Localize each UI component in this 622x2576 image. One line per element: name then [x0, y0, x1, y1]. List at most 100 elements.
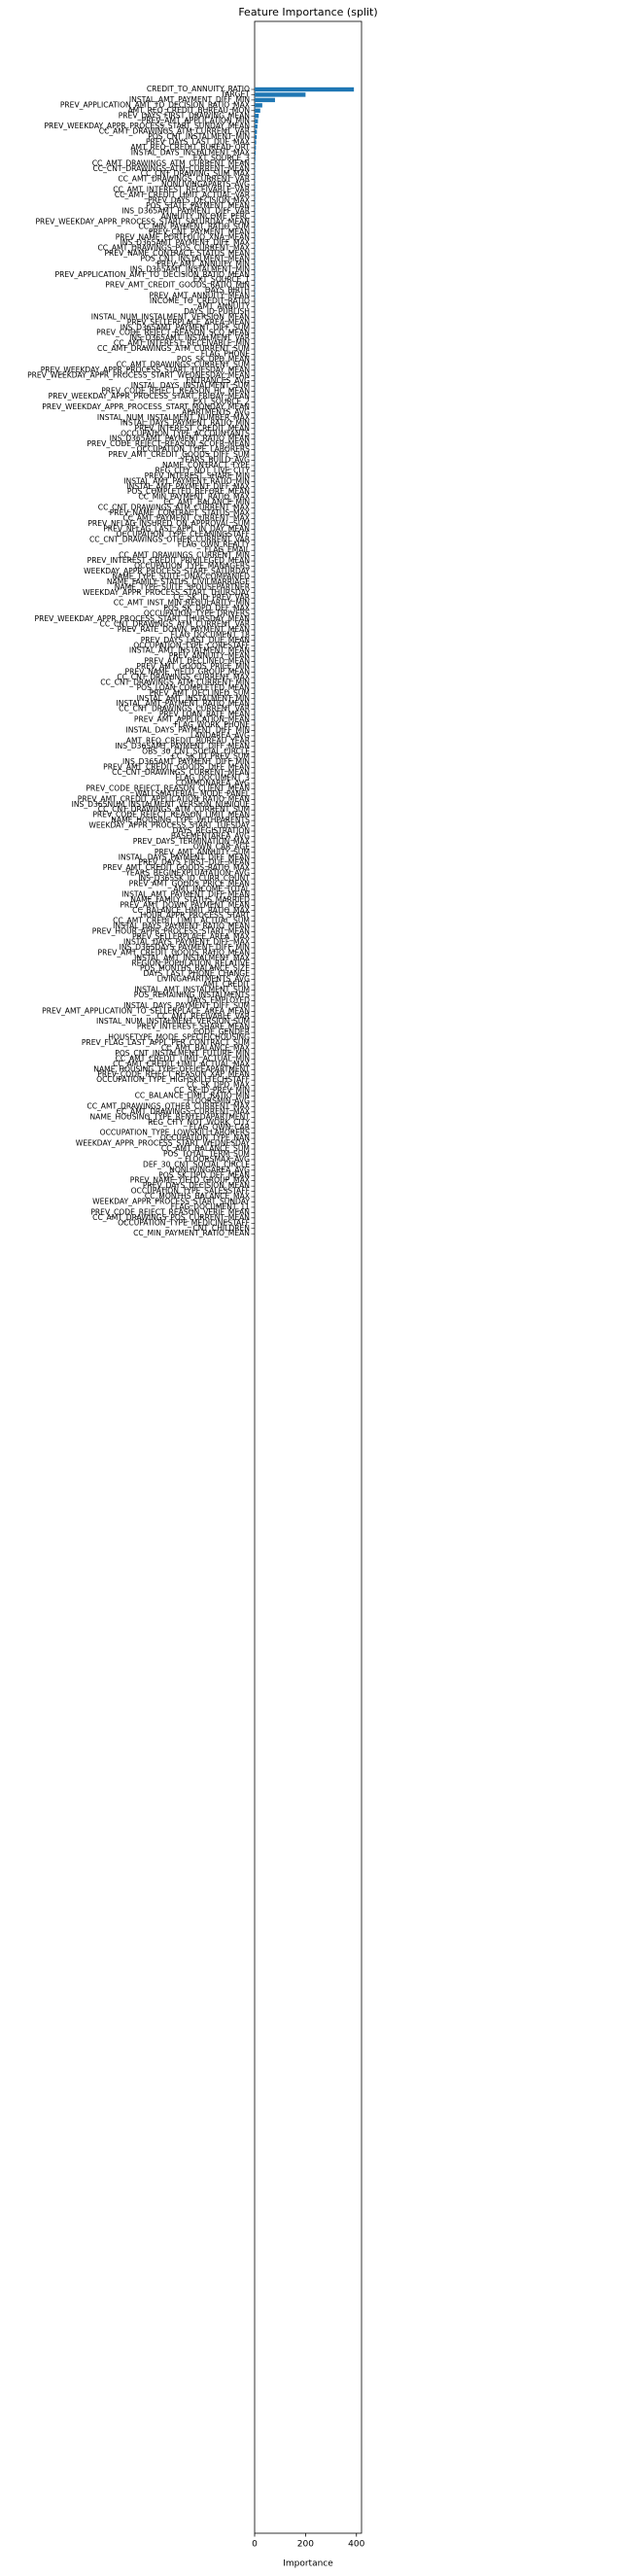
y-tick-label: CC_AMT_DRAWINGS_ATM_CURRENT_VAR — [99, 127, 251, 136]
y-tick-label: PREV_INTEREST_CREDIT_MEAN — [135, 424, 250, 433]
y-tick-label: OBS_30_CNT_SOCIAL_CIRCLE — [142, 747, 250, 755]
y-tick-label: NAME_HOUSING_TYPE_OFFICEAPARTMENT — [93, 1064, 250, 1073]
y-tick-label: PREV_WEEKDAY_APPR_PROCESS_START_TUESDAY_… — [41, 366, 250, 374]
y-tick-label: INSTAL_AMT_PAYMENT_DIFF_MIN — [129, 95, 250, 104]
y-tick-label: PREV_CODE_REJECT_REASON_LIMIT_MEAN — [92, 811, 250, 819]
y-tick-label: PREV_INTEREST_SHARE_MEAN — [137, 1023, 250, 1031]
y-tick-label: INSTAL_AMT_INSTALMENT_SUM — [134, 986, 250, 994]
y-tick-label: PREV_DAYS_DECISION_MAX — [148, 195, 250, 204]
y-tick-label: CNT_CHILDREN — [192, 1224, 250, 1233]
y-tick-label: PREV_CNT_PAYMENT_MEAN — [149, 227, 250, 236]
y-tick-label: CC_BALANCE_LIMIT_RATIO_MAX — [132, 906, 250, 915]
y-tick-label: FLAG_OWN_CAR — [190, 1123, 251, 1131]
y-tick-label: COMMONAREA_AVG — [176, 779, 250, 787]
y-tick-label: CC_AMT_DRAWINGS_ATM_CURRENT_SUM — [97, 344, 250, 353]
y-tick-label: FLAG_OWN_REALTY — [178, 540, 251, 549]
y-tick-label: BASEMENTAREA_AVG — [171, 831, 250, 840]
y-tick-label: CC_AMT_DRAWINGS_CURRENT_SUM — [117, 360, 250, 368]
y-tick-label: PREV_AMT_CREDIT_APPLICATION_RATIO_MEAN — [78, 794, 250, 803]
y-tick-label: POS_MONTHS_BALANCE_SIZE — [140, 964, 250, 973]
y-tick-label: INS_D365AMT_INSTALMENT_VAR — [129, 333, 251, 342]
y-tick-label: INSTAL_AMT_PAYMENT_DIFF_MEAN — [121, 889, 250, 898]
y-tick-label: POS_STATE_PAYMENT_MEAN — [146, 201, 250, 210]
y-tick-label: INS_D365AMT_PAYMENT_DIFF_MIN — [122, 757, 250, 766]
y-tick-label: PREV_WEEKDAY_APPR_PROCESS_START_SUNDAY_M… — [44, 122, 250, 130]
y-tick-label: PREV_INTEREST_SHARE_MIN — [145, 471, 250, 480]
y-tick-label: POS_TOTAL_TERM_SUM — [163, 1149, 250, 1158]
y-tick-label: PREV_CODE_REJECT_REASON_SCO_MEAN — [96, 329, 250, 337]
y-tick-label: INS_D365DAYS_PAYMENT_DIFF_MIN — [120, 943, 250, 952]
y-tick-label: WEEKDAY_APPR_PROCESS_START_THURSDAY — [83, 588, 250, 597]
y-tick-label: INSTAL_DAYS_PAYMENT_RATIO_MIN — [121, 418, 250, 427]
y-tick-label: FLAG_DOCUMENT_11 — [171, 1202, 250, 1211]
y-tick-label: PREV_DAYS_TERMINATION_MAX — [133, 837, 250, 846]
y-tick-label: EXT_SOURCE_1 — [193, 275, 250, 284]
y-tick-label: PREV_NAME_YIELD_GROUP_MAX — [130, 1176, 250, 1185]
y-tick-label: PREV_AMT_ANNUITY_MEAN — [150, 292, 250, 300]
bar — [255, 103, 262, 108]
bar — [255, 140, 257, 145]
y-tick-label: CC_CNT_DRAWINGS_OTHER_CURRENT_VAR — [89, 535, 251, 543]
y-tick-label: CC_CNT_DRAWINGS_ATM_CURRENT_SUM — [98, 805, 250, 814]
y-tick-label: INSTAL_AMT_INSTALMENT_MAX — [134, 954, 250, 962]
y-tick-label: PREV_AMT_CREDIT_GOODS_RATIO_MIN — [105, 281, 250, 290]
y-tick-label: OCCUPATION_TYPE_NAN — [160, 1133, 250, 1142]
y-tick-label: HOUSETYPE_MODE_SPECIFICHOUSING — [108, 1033, 250, 1042]
bar — [255, 220, 256, 225]
y-tick-label: INS_D365AMT_INSTALMENT_MIN — [130, 264, 250, 273]
y-tick-label: PREV_WEEKDAY_APPR_PROCESS_START_THURSDAY… — [35, 614, 251, 623]
bar — [255, 214, 256, 219]
y-tick-label: ANNUITY_INCOME_PERC — [161, 212, 250, 221]
y-tick-label: CC_CNT_DRAWINGS_ATM_CURRENT_MEAN — [93, 164, 251, 173]
y-tick-label: CC_AMT_DRAWINGS_CURRENT_MAX — [117, 1107, 250, 1116]
y-tick-label: PREV_SELLERPLACE_AREA_MAX — [132, 932, 250, 941]
y-tick-label: PREV_DAYS_FIRST_DUE_MEAN — [138, 858, 250, 867]
y-tick-label: FLAG_EMAIL — [204, 545, 250, 554]
y-tick-label: AMT_REQ_CREDIT_BUREAU_YEAR — [126, 736, 251, 745]
y-tick-label: PREV_AMT_GOODS_PRICE_MIN — [136, 662, 250, 671]
y-tick-label: INSTAL_DAYS_PAYMENT_DIFF_SUM — [123, 1001, 250, 1010]
y-tick-label: CC_AMT_PAYMENT_CURRENT_MAX — [122, 513, 250, 522]
y-tick-label: POS_SK_DPD_DEF_MEAN — [158, 1170, 250, 1179]
y-tick-label: PREV_NAME_CONTRACT_STATUS_MAX — [110, 508, 250, 517]
y-tick-label: DAYS_LAST_PHONE_CHANGE — [143, 969, 250, 978]
y-tick-label: INSTAL_DAYS_PAYMENT_DIFF_MIN — [126, 725, 250, 734]
y-tick-label: PREV_AMT_DOWN_PAYMENT_MEAN — [120, 900, 250, 909]
y-tick-label: PREV_AMT_ANNUITY_MIN — [156, 260, 250, 268]
y-tick-label: NAME_HOUSING_TYPE_RENTEDAPARTMENT — [89, 1112, 250, 1121]
y-tick-label: PREV_CODE_REJECT_REASON_SCOFR_MEAN — [86, 439, 250, 448]
y-tick-label: PREV_AMT_APPLICATION_TO_SELLERPLACE_AREA… — [42, 1006, 250, 1015]
y-tick-label: PREV_LOAN_RATE_MEAN — [159, 710, 250, 718]
y-tick-label: NAME_TYPE_SUITE_SPOUSEPARTNER — [115, 582, 251, 591]
y-tick-label: CC_AMT_DRAWINGS_POS_CURRENT_MAX — [97, 244, 250, 253]
y-tick-label: POS_SK_DPD_DEF_MAX — [163, 604, 250, 612]
y-tick-label: FLAG_PHONE — [201, 350, 250, 359]
y-tick-label: WEEKDAY_APPR_PROCESS_START_SATURDAY — [84, 567, 250, 575]
y-tick-label: POS_COMPLETED_BEFORE_MEAN — [127, 487, 250, 496]
y-tick-label: NAME_TYPE_SUITE_UNACCOMPANIED — [112, 572, 250, 580]
y-tick-label: INSTAL_AMT_INSTALMENT_MEAN — [129, 646, 250, 655]
y-tick-label: DAYS_BIRTH — [205, 286, 250, 295]
y-tick-label: CC_SK_ID_PREV_VAR — [173, 593, 250, 602]
y-tick-label: CC_AMT_DRAWINGS_ATM_CURRENT_MEAN — [92, 158, 250, 167]
y-tick-label: PREV_INTEREST_CREDIT_PRIVILEGED_MEAN — [87, 556, 250, 565]
bar — [255, 114, 259, 119]
y-tick-label: CC_CNT_DRAWINGS_ATM_CURRENT_MIN — [100, 678, 250, 686]
y-tick-label: PREV_AMT_CREDIT_GOODS_RATIO_MEAN — [98, 948, 250, 957]
y-tick-label: TARGET — [220, 89, 250, 98]
y-tick-label: INS_D365AMT_PAYMENT_DIFF_SUM — [121, 323, 250, 331]
y-tick-label: INS_D365SK_ID_CURR_COUNT — [138, 874, 250, 883]
bar — [255, 246, 256, 251]
y-tick-label: PREV_WEEKDAY_APPR_PROCESS_START_WEDNESDA… — [27, 370, 250, 379]
y-tick-label: INCOME_TO_CREDIT_RATIO — [150, 296, 250, 305]
y-tick-label: POS_CNT_INSTALMENT_MIN — [148, 132, 250, 141]
y-tick-label: PREV_HOUR_APPR_PROCESS_START_MEAN — [92, 927, 250, 936]
y-tick-label: PREV_AMT_DECLINED_SUM — [150, 688, 250, 697]
y-tick-label: CREDIT_TO_ANNUITY_RATIO — [147, 85, 250, 93]
bar — [255, 267, 256, 272]
y-tick-label: PREV_AMT_APPLICATION_MIN — [142, 117, 250, 125]
y-tick-label: PREV_AMT_DECLINED_MEAN — [144, 657, 250, 666]
y-tick-label: POS_REMAINING_INSTALMENTS — [134, 991, 250, 999]
